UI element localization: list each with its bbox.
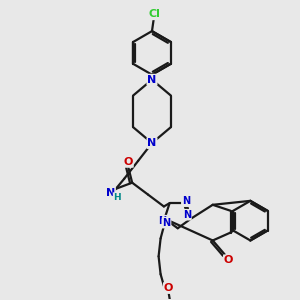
- Text: N: N: [182, 196, 190, 206]
- Text: N: N: [106, 188, 115, 198]
- Text: N: N: [147, 138, 157, 148]
- Text: N: N: [158, 216, 166, 226]
- Text: Cl: Cl: [148, 9, 160, 19]
- Text: N: N: [183, 210, 191, 220]
- Text: O: O: [124, 157, 133, 167]
- Text: N: N: [163, 218, 171, 228]
- Text: H: H: [113, 193, 121, 202]
- Text: N: N: [147, 75, 157, 85]
- Text: O: O: [164, 283, 173, 293]
- Text: O: O: [224, 255, 233, 265]
